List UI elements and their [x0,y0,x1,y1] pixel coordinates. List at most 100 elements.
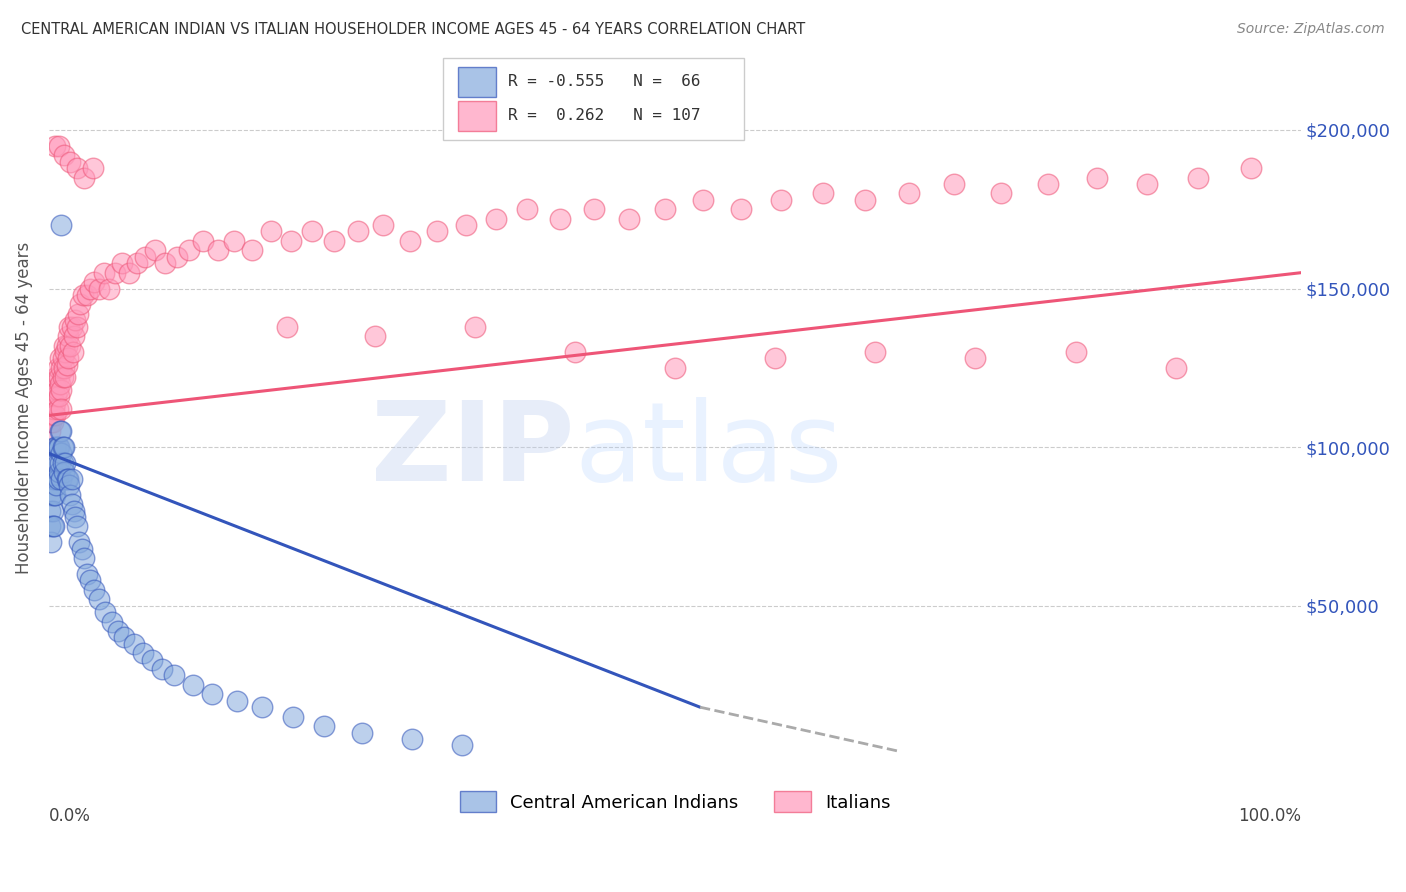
Point [45,478,67,492]
Point [853,193,876,207]
Point [53,360,76,375]
Text: CENTRAL AMERICAN INDIAN VS ITALIAN HOUSEHOLDER INCOME AGES 45 - 64 YEARS CORRELA: CENTRAL AMERICAN INDIAN VS ITALIAN HOUSE… [21,22,806,37]
Text: atlas: atlas [575,397,844,504]
Point [122,637,145,651]
Point [943,177,966,191]
Point [41,488,63,502]
Point [48,370,70,384]
Point [201,688,224,702]
Point [59,154,82,169]
Point [301,224,323,238]
Point [363,329,385,343]
Text: R = -0.555   N =  66: R = -0.555 N = 66 [509,74,702,89]
Point [48,466,70,480]
Point [166,250,188,264]
Point [42,409,65,423]
Point [763,351,786,366]
Point [179,244,201,258]
Point [45,370,67,384]
Point [39,519,62,533]
Point [48,389,70,403]
Point [44,138,66,153]
Point [49,424,72,438]
Point [548,211,571,226]
Point [93,266,115,280]
Point [52,370,75,384]
Point [76,288,98,302]
Point [110,256,132,270]
Point [1064,345,1087,359]
Point [347,224,370,238]
Point [207,244,229,258]
Point [53,370,76,384]
Point [46,456,69,470]
Point [48,440,70,454]
Point [60,497,83,511]
Point [94,605,117,619]
Point [150,662,173,676]
Point [72,288,94,302]
Point [582,202,605,217]
Point [42,519,65,533]
FancyBboxPatch shape [443,58,744,140]
Point [564,345,586,359]
Point [811,186,834,201]
Point [42,415,65,429]
Point [83,582,105,597]
Point [965,351,987,366]
Point [51,218,73,232]
Point [51,402,73,417]
Point [44,488,66,502]
Point [70,541,93,556]
Point [692,193,714,207]
Point [770,193,793,207]
Point [191,234,214,248]
Point [454,218,477,232]
Point [259,224,281,238]
Point [55,472,77,486]
Point [53,338,76,352]
Point [39,503,62,517]
Point [1085,170,1108,185]
Point [66,307,89,321]
Point [323,234,346,248]
Point [59,488,82,502]
Point [98,281,121,295]
Point [118,266,141,280]
Point [141,652,163,666]
Point [65,161,87,175]
Point [56,329,79,343]
Y-axis label: Householder Income Ages 45 - 64 years: Householder Income Ages 45 - 64 years [15,242,32,574]
Point [42,472,65,486]
Point [45,389,67,403]
Point [516,202,538,217]
Point [451,738,474,752]
Point [55,358,77,372]
Point [59,338,82,352]
Text: 0.0%: 0.0% [49,807,91,825]
Point [1036,177,1059,191]
Point [46,402,69,417]
Point [42,392,65,407]
Text: 100.0%: 100.0% [1239,807,1301,825]
Point [41,535,63,549]
Point [163,668,186,682]
Point [63,329,86,343]
Point [65,319,87,334]
Point [132,646,155,660]
Point [46,360,69,375]
Point [145,244,167,258]
Point [42,472,65,486]
Point [79,281,101,295]
Point [51,360,73,375]
Point [1187,170,1209,185]
Point [276,319,298,334]
Point [464,319,486,334]
Point [53,148,76,162]
Point [51,424,73,438]
Point [53,440,76,454]
Point [45,440,67,454]
Point [49,376,72,391]
Point [42,503,65,517]
Point [240,244,263,258]
